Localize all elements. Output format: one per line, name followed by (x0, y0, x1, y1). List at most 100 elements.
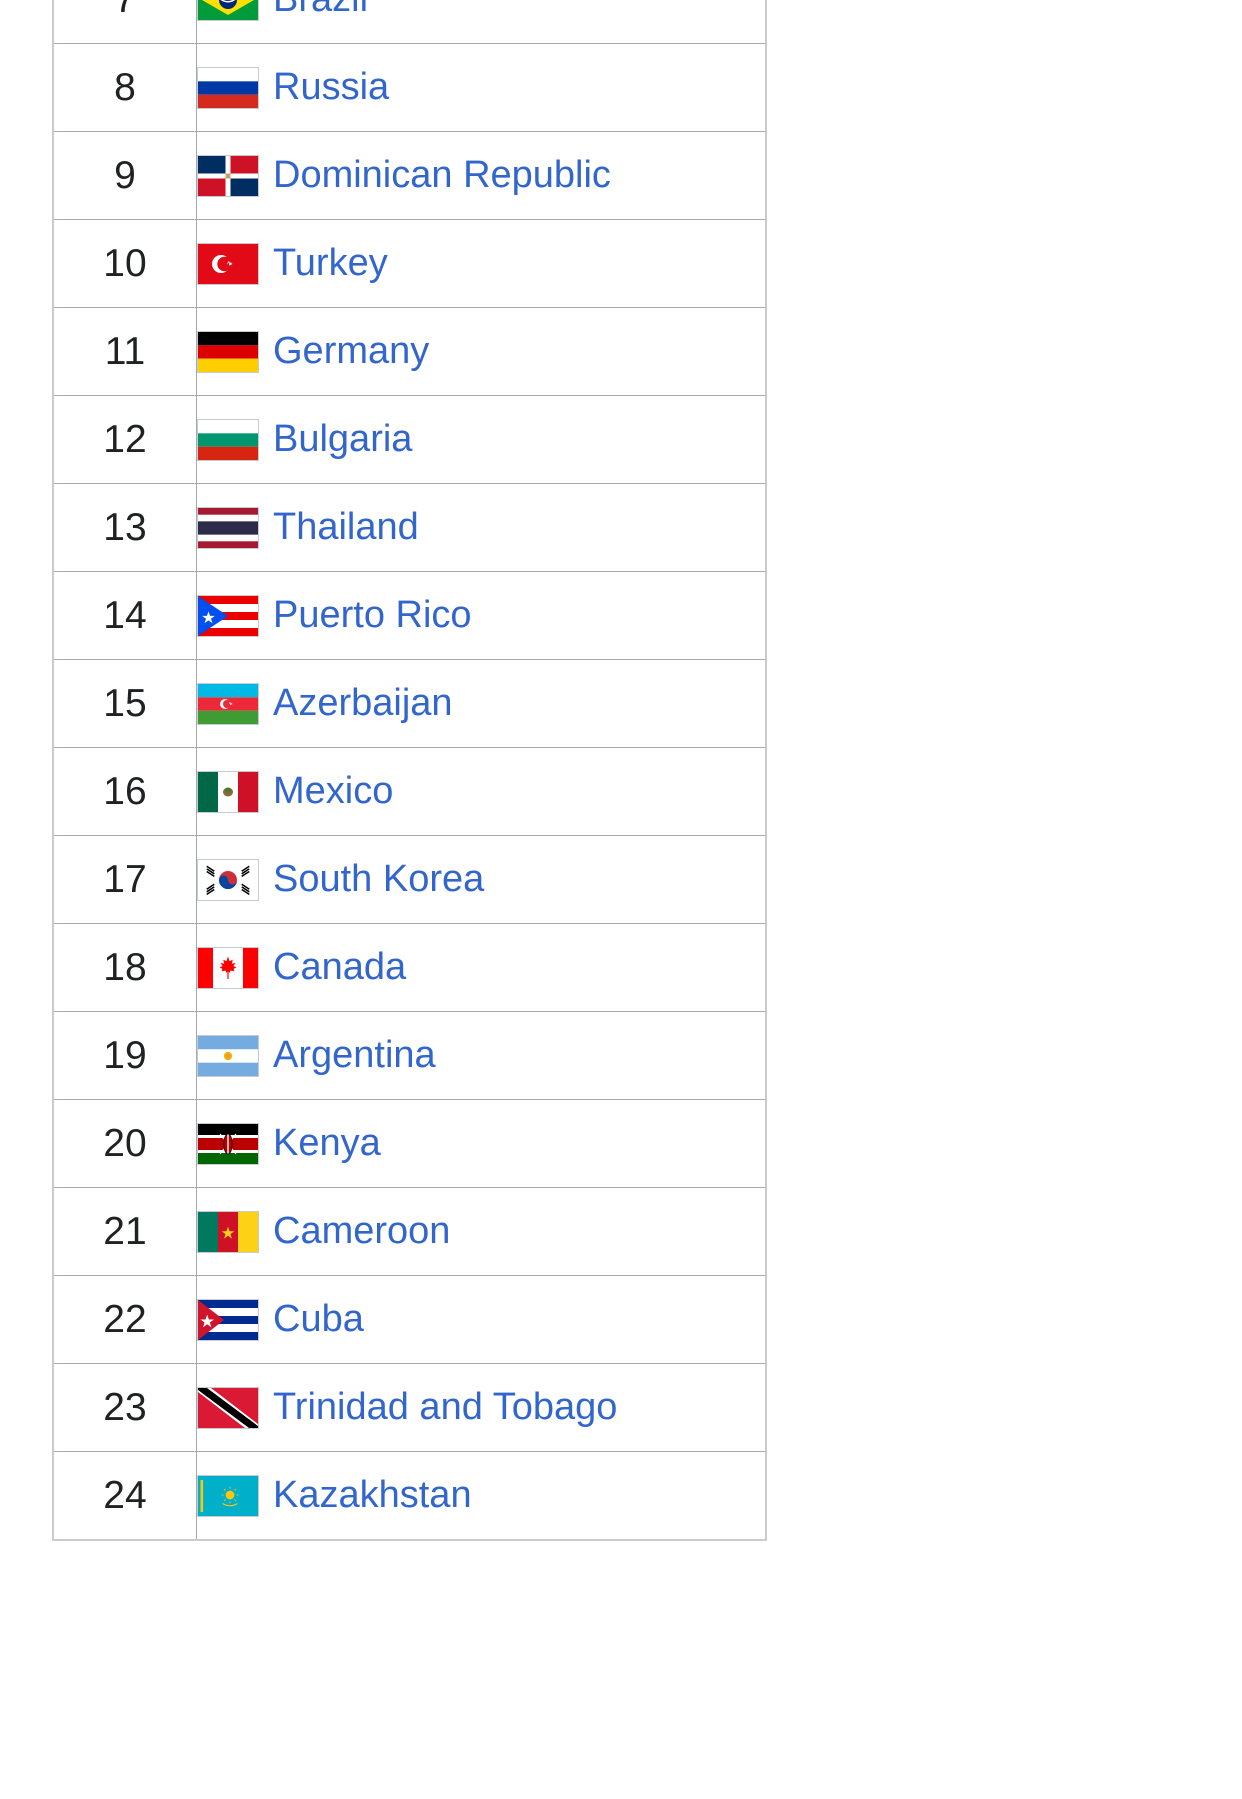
country-cell-content: Kenya (197, 1121, 765, 1165)
country-cell: Russia (196, 43, 767, 132)
country-cell-content: Puerto Rico (197, 593, 765, 637)
country-cell: Canada (196, 923, 767, 1012)
table-row: 9 Dominican Republic (52, 131, 767, 220)
table-row: 13 Thailand (52, 483, 767, 572)
rank-cell: 7 (52, 0, 197, 44)
flag-russia-icon (197, 66, 259, 109)
table-row: 17 South Korea (52, 835, 767, 924)
country-link[interactable]: Trinidad and Tobago (273, 1385, 618, 1428)
table-row: 10 Turkey (52, 219, 767, 308)
country-link[interactable]: Argentina (273, 1033, 436, 1076)
country-cell: Azerbaijan (196, 659, 767, 748)
country-link[interactable]: Bulgaria (273, 417, 413, 460)
rank-cell: 20 (52, 1099, 197, 1188)
country-cell-content: Russia (197, 65, 765, 109)
flag-brazil-icon (197, 0, 259, 21)
table-row: 12 Bulgaria (52, 395, 767, 484)
country-cell: Kenya (196, 1099, 767, 1188)
country-cell-content: Cameroon (197, 1209, 765, 1253)
flag-bulgaria-icon (197, 418, 259, 461)
flag-azerbaijan-icon (197, 682, 259, 725)
rank-cell: 19 (52, 1011, 197, 1100)
country-cell: Kazakhstan (196, 1451, 767, 1541)
country-link[interactable]: Cameroon (273, 1209, 451, 1252)
country-cell: Thailand (196, 483, 767, 572)
country-cell: South Korea (196, 835, 767, 924)
country-cell: Turkey (196, 219, 767, 308)
country-link[interactable]: Azerbaijan (273, 681, 453, 724)
country-link[interactable]: Turkey (273, 241, 388, 284)
country-link[interactable]: Thailand (273, 505, 419, 548)
flag-turkey-icon (197, 242, 259, 285)
country-cell: Cameroon (196, 1187, 767, 1276)
table-row: 21 Cameroon (52, 1187, 767, 1276)
country-cell-content: Argentina (197, 1033, 765, 1077)
flag-thailand-icon (197, 506, 259, 549)
flag-cuba-icon (197, 1298, 259, 1341)
rank-cell: 8 (52, 43, 197, 132)
country-ranking-table: 7 Brazil 8 Russia 9 Dominican Republic 10 Turke… (52, 0, 767, 1541)
table-row: 7 Brazil (52, 0, 767, 44)
table-row: 18 Canada (52, 923, 767, 1012)
flag-argentina-icon (197, 1034, 259, 1077)
country-cell-content: Trinidad and Tobago (197, 1385, 765, 1429)
rank-cell: 9 (52, 131, 197, 220)
flag-trinidad-and-tobago-icon (197, 1386, 259, 1429)
rank-cell: 22 (52, 1275, 197, 1364)
country-cell-content: Kazakhstan (197, 1473, 765, 1517)
country-link[interactable]: Kazakhstan (273, 1473, 472, 1516)
country-link[interactable]: South Korea (273, 857, 485, 900)
country-link[interactable]: Puerto Rico (273, 593, 472, 636)
country-cell: Brazil (196, 0, 767, 44)
country-cell-content: Thailand (197, 505, 765, 549)
rank-cell: 21 (52, 1187, 197, 1276)
country-link[interactable]: Dominican Republic (273, 153, 611, 196)
country-cell: Mexico (196, 747, 767, 836)
table-row: 14 Puerto Rico (52, 571, 767, 660)
country-cell-content: Brazil (197, 0, 765, 21)
country-cell-content: Turkey (197, 241, 765, 285)
country-link[interactable]: Brazil (273, 0, 368, 19)
country-link[interactable]: Canada (273, 945, 407, 988)
rank-cell: 13 (52, 483, 197, 572)
country-cell-content: Azerbaijan (197, 681, 765, 725)
country-cell-content: Bulgaria (197, 417, 765, 461)
country-link[interactable]: Cuba (273, 1297, 364, 1340)
country-cell-content: Canada (197, 945, 765, 989)
country-link[interactable]: Mexico (273, 769, 394, 812)
country-cell: Argentina (196, 1011, 767, 1100)
rank-cell: 17 (52, 835, 197, 924)
table-body: 7 Brazil 8 Russia 9 Dominican Republic 10 Turke… (52, 0, 767, 1541)
rank-cell: 23 (52, 1363, 197, 1452)
rank-cell: 10 (52, 219, 197, 308)
country-cell-content: Cuba (197, 1297, 765, 1341)
table-row: 23 Trinidad and Tobago (52, 1363, 767, 1452)
rank-cell: 15 (52, 659, 197, 748)
rank-cell: 12 (52, 395, 197, 484)
flag-mexico-icon (197, 770, 259, 813)
table-row: 24 Kazakhstan (52, 1451, 767, 1541)
country-link[interactable]: Germany (273, 329, 430, 372)
country-cell: Dominican Republic (196, 131, 767, 220)
table-row: 15 Azerbaijan (52, 659, 767, 748)
table-row: 20 Kenya (52, 1099, 767, 1188)
rank-cell: 18 (52, 923, 197, 1012)
country-cell: Bulgaria (196, 395, 767, 484)
table-row: 16 Mexico (52, 747, 767, 836)
country-cell: Trinidad and Tobago (196, 1363, 767, 1452)
country-cell: Germany (196, 307, 767, 396)
rank-cell: 16 (52, 747, 197, 836)
flag-canada-icon (197, 946, 259, 989)
country-cell-content: Dominican Republic (197, 153, 765, 197)
rank-cell: 24 (52, 1451, 197, 1541)
country-link[interactable]: Russia (273, 65, 390, 108)
flag-germany-icon (197, 330, 259, 373)
country-cell: Puerto Rico (196, 571, 767, 660)
country-link[interactable]: Kenya (273, 1121, 381, 1164)
country-cell-content: Mexico (197, 769, 765, 813)
table-row: 22 Cuba (52, 1275, 767, 1364)
country-cell-content: Germany (197, 329, 765, 373)
table-row: 11 Germany (52, 307, 767, 396)
flag-cameroon-icon (197, 1210, 259, 1253)
